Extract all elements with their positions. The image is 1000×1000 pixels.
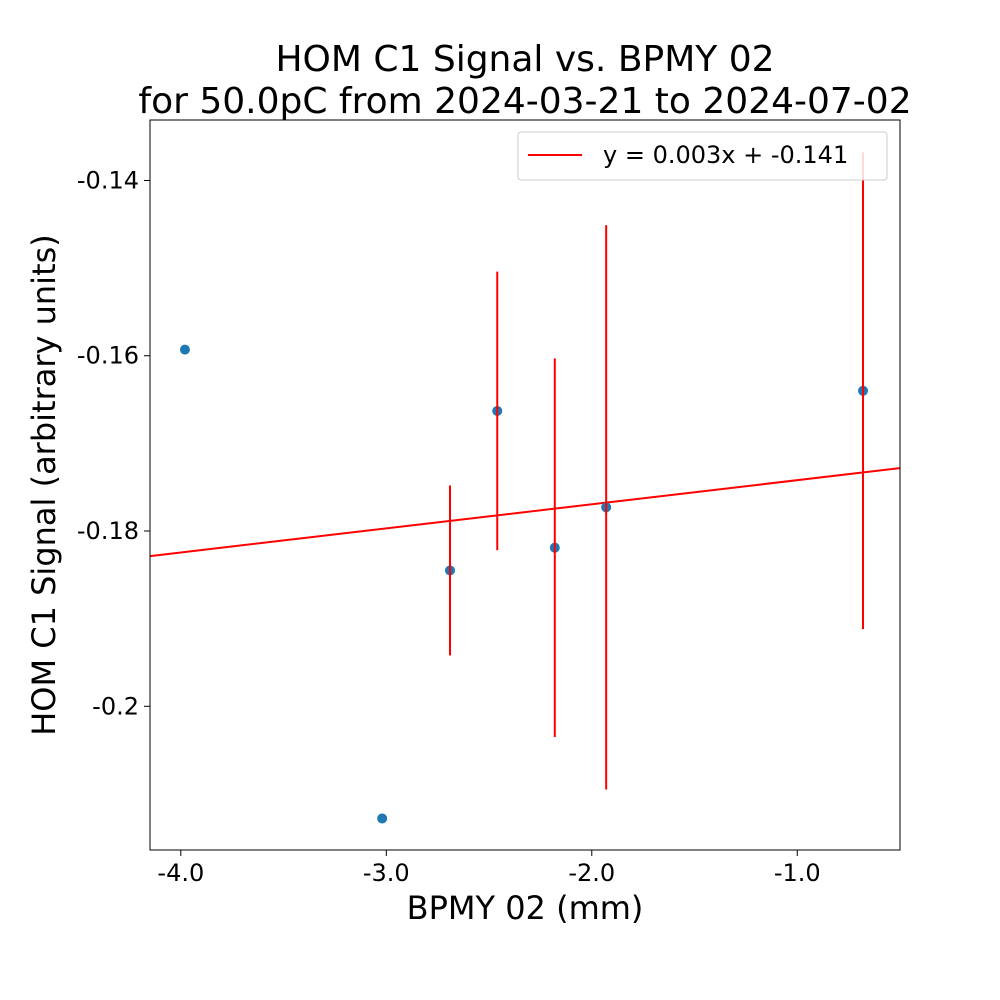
x-axis: -4.0 -3.0 -2.0 -1.0 xyxy=(157,850,821,887)
y-tick-label: -0.2 xyxy=(92,692,139,720)
chart-title-line-2: for 50.0pC from 2024-03-21 to 2024-07-02 xyxy=(138,81,911,122)
plot-frame xyxy=(149,119,901,851)
x-tick-label: -4.0 xyxy=(157,859,204,887)
y-tick-label: -0.16 xyxy=(77,342,139,370)
y-axis: -0.14 -0.16 -0.18 -0.2 xyxy=(77,166,150,720)
legend: y = 0.003x + -0.141 xyxy=(517,131,888,181)
x-tick-label: -1.0 xyxy=(774,859,821,887)
plot-area xyxy=(150,152,900,824)
chart-title-line-1: HOM C1 Signal vs. BPMY 02 xyxy=(275,39,774,80)
x-tick-label: -3.0 xyxy=(363,859,410,887)
y-tick-label: -0.14 xyxy=(77,166,139,194)
y-tick-label: -0.18 xyxy=(77,517,139,545)
data-point-1 xyxy=(377,813,388,824)
legend-box xyxy=(517,131,888,181)
data-point-0 xyxy=(179,344,190,355)
y-axis-label: HOM C1 Signal (arbitrary units) xyxy=(25,234,63,736)
x-tick-label: -2.0 xyxy=(568,859,615,887)
fit-line xyxy=(150,467,900,558)
legend-fit-label: y = 0.003x + -0.141 xyxy=(603,141,848,169)
x-axis-label: BPMY 02 (mm) xyxy=(407,889,644,927)
